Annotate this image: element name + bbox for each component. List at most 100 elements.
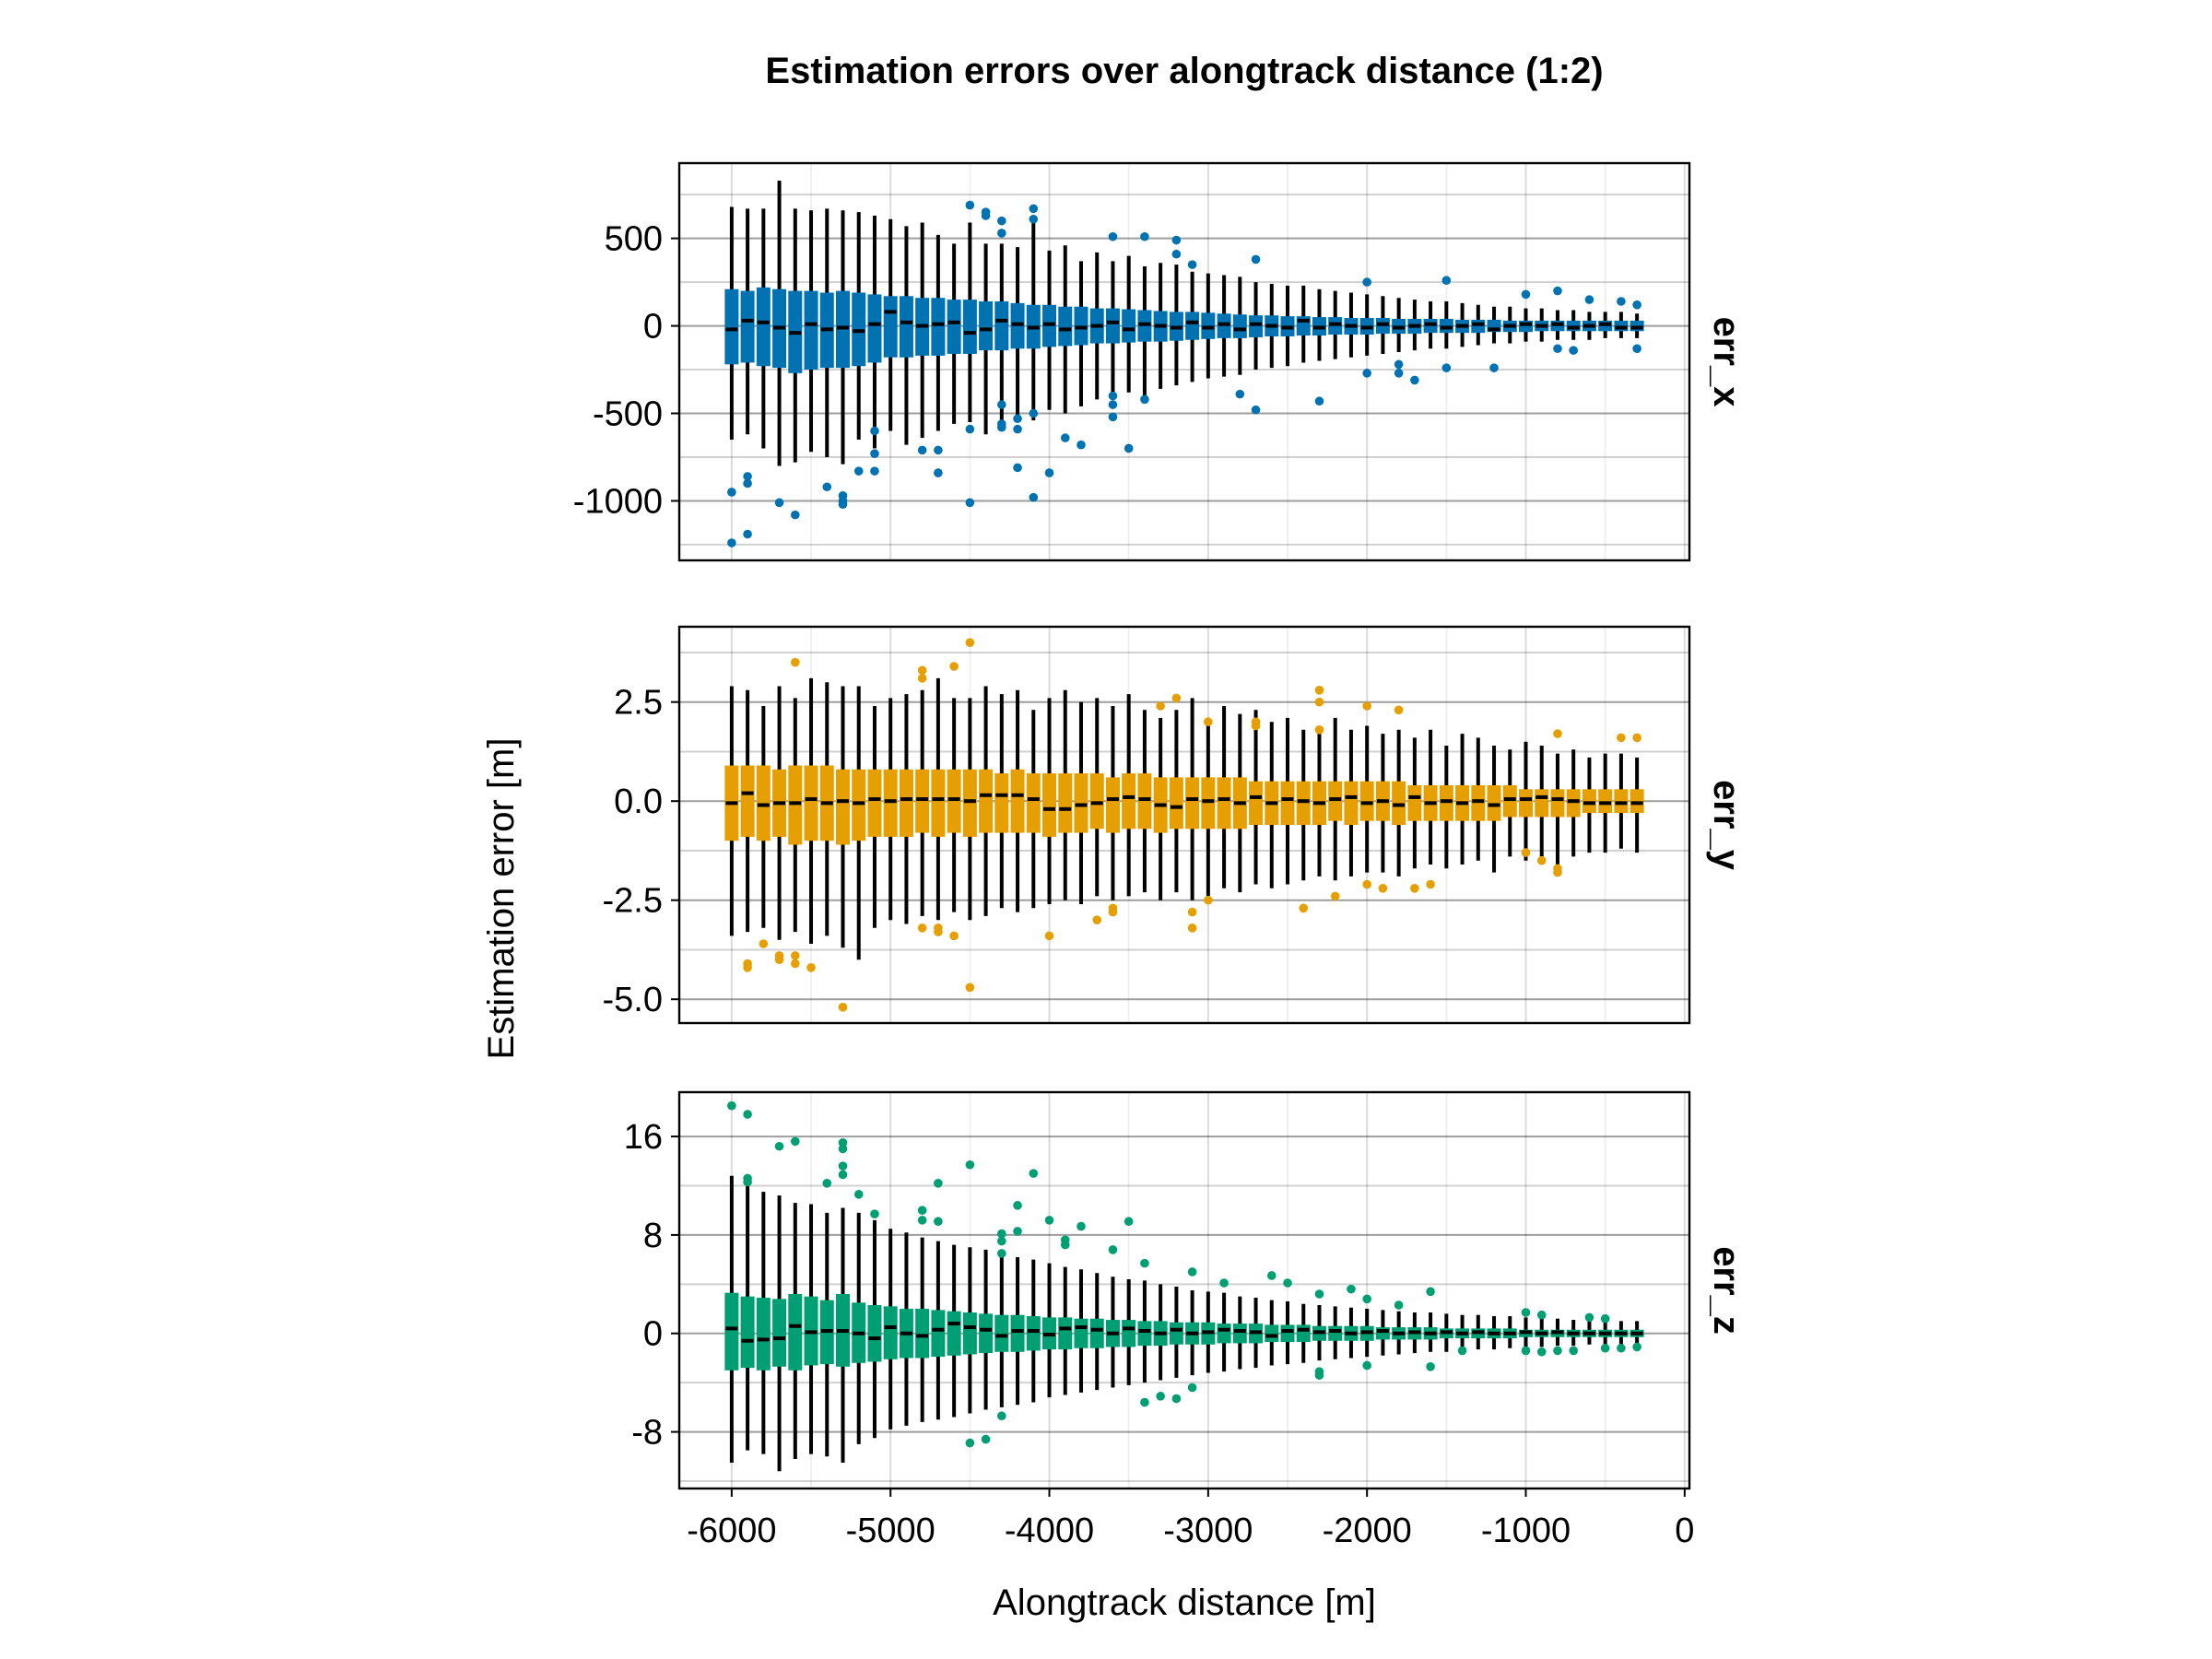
box xyxy=(1392,781,1406,825)
box xyxy=(835,769,850,845)
outlier-point xyxy=(997,1236,1006,1246)
box xyxy=(1058,773,1073,833)
panel-err-x: 500 0 -500 -1000 err_x xyxy=(573,161,1747,562)
box xyxy=(979,1313,994,1354)
box xyxy=(1375,1327,1390,1340)
box xyxy=(979,300,994,351)
outlier-point xyxy=(1521,1346,1531,1356)
y-tick-label: 0 xyxy=(643,308,663,347)
box xyxy=(1407,785,1422,821)
outlier-point xyxy=(1060,1240,1070,1250)
box xyxy=(1074,773,1088,833)
box xyxy=(1550,789,1565,818)
outlier-point xyxy=(743,529,752,539)
outlier-point xyxy=(1632,733,1641,743)
outlier-point xyxy=(965,200,975,210)
outlier-point xyxy=(917,674,927,683)
x-tick-label: -6000 xyxy=(687,1512,776,1550)
outlier-point xyxy=(1124,1217,1134,1227)
outlier-point xyxy=(934,468,943,477)
outlier-point xyxy=(997,229,1006,238)
outlier-point xyxy=(1362,1294,1371,1304)
outlier-point xyxy=(743,472,752,481)
outlier-point xyxy=(1108,391,1118,401)
outlier-point xyxy=(1044,1216,1054,1225)
outlier-point xyxy=(822,1179,832,1188)
outlier-point xyxy=(997,422,1006,432)
outlier-point xyxy=(1553,344,1562,354)
outlier-point xyxy=(1553,864,1562,874)
outlier-point xyxy=(1108,400,1118,409)
box xyxy=(724,1292,739,1371)
outlier-point xyxy=(1521,289,1531,300)
y-tick-label: -500 xyxy=(593,395,663,434)
box xyxy=(899,296,913,358)
outlier-point xyxy=(1617,297,1626,306)
outlier-point xyxy=(1266,1271,1277,1280)
outlier-point xyxy=(1251,254,1261,265)
outlier-point xyxy=(1314,396,1324,406)
outlier-point xyxy=(1536,1310,1547,1320)
outlier-point xyxy=(1394,369,1404,378)
outlier-point xyxy=(965,1159,975,1170)
box xyxy=(947,769,961,833)
outlier-point xyxy=(759,939,769,948)
box xyxy=(1122,773,1136,830)
box xyxy=(1058,1317,1073,1350)
outlier-point xyxy=(1171,693,1182,703)
outlier-point xyxy=(1584,295,1594,304)
outlier-point xyxy=(1600,1343,1610,1353)
outlier-point xyxy=(790,510,800,520)
y-tick-label: -1000 xyxy=(573,482,663,521)
box xyxy=(1089,773,1104,830)
outlier-point xyxy=(1600,1313,1610,1324)
box xyxy=(1598,789,1613,814)
outlier-point xyxy=(1426,879,1435,889)
outlier-point xyxy=(1521,848,1531,857)
outlier-point xyxy=(1553,1346,1562,1356)
box xyxy=(994,773,1009,833)
outlier-point xyxy=(838,1161,848,1171)
box xyxy=(915,769,930,833)
outlier-point xyxy=(1204,895,1213,905)
box xyxy=(740,765,755,837)
outlier-point xyxy=(870,1209,879,1219)
box xyxy=(788,765,803,845)
outlier-point xyxy=(838,1003,848,1012)
outlier-point xyxy=(1314,697,1324,707)
outlier-point xyxy=(1457,1346,1467,1356)
outlier-point xyxy=(1077,1221,1086,1231)
outlier-point xyxy=(1204,717,1213,726)
outlier-point xyxy=(1632,300,1641,310)
outlier-point xyxy=(1314,1371,1324,1380)
y-tick-label: 500 xyxy=(605,220,663,259)
outlier-point xyxy=(1299,903,1309,913)
outlier-point xyxy=(1569,346,1579,355)
panel-label: err_z xyxy=(1706,1246,1747,1335)
box xyxy=(1026,1316,1041,1351)
box xyxy=(931,1310,946,1358)
outlier-point xyxy=(1489,363,1499,372)
box xyxy=(1201,777,1216,830)
outlier-point xyxy=(1632,344,1641,354)
outlier-point xyxy=(1140,231,1149,241)
box xyxy=(931,769,946,837)
box xyxy=(1296,1324,1311,1343)
outlier-point xyxy=(1044,931,1054,941)
outlier-point xyxy=(1521,1308,1531,1317)
box xyxy=(1280,781,1295,825)
outlier-point xyxy=(965,1438,975,1448)
outlier-point xyxy=(1617,733,1626,743)
box xyxy=(1042,773,1057,837)
outlier-point xyxy=(917,1206,927,1215)
outlier-point xyxy=(1314,686,1324,695)
x-axis: -6000 -5000 -4000 -3000 -2000 -1000 0 xyxy=(687,1488,1694,1550)
box xyxy=(883,769,898,837)
outlier-point xyxy=(1378,884,1388,893)
outlier-point xyxy=(853,466,864,476)
outlier-point xyxy=(1013,463,1022,473)
outlier-point xyxy=(1314,1289,1324,1299)
panel-err-y: 2.5 0.0 -2.5 -5.0 err_y xyxy=(603,625,1747,1025)
box xyxy=(1217,1324,1231,1344)
y-tick-label: 16 xyxy=(624,1118,663,1157)
